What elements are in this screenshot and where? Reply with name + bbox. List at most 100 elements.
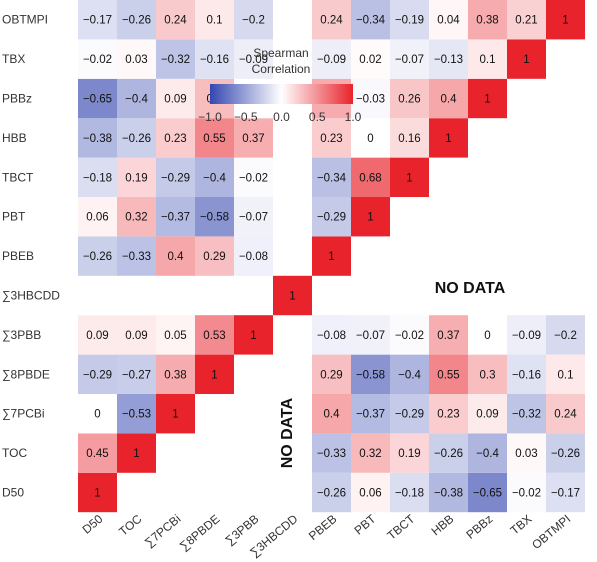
cell-value-label: −0.58 xyxy=(356,369,385,381)
cell-value-label: −0.29 xyxy=(161,172,190,184)
cell-value-label: −0.17 xyxy=(83,15,112,27)
cell-value-label: 0.23 xyxy=(164,133,186,145)
heatmap-cell xyxy=(156,197,195,237)
legend-tick-label: −1.0 xyxy=(198,110,222,124)
heatmap-cell xyxy=(351,433,390,473)
column-label: PBBz xyxy=(463,512,495,542)
cell-value-label: 1 xyxy=(328,251,334,263)
column-label: TOC xyxy=(116,512,144,539)
row-label: TBX xyxy=(2,52,25,66)
heatmap-cell xyxy=(351,78,390,119)
cell-value-label: 0.19 xyxy=(125,172,147,184)
cell-value-label: −0.53 xyxy=(122,409,151,421)
heatmap-cell xyxy=(390,118,429,158)
cell-value-label: 0.29 xyxy=(203,251,225,263)
heatmap-cell xyxy=(78,472,117,513)
cell-value-label: −0.27 xyxy=(122,369,151,381)
column-label: ∑8PBDE xyxy=(177,512,223,554)
heatmap-cell xyxy=(468,433,507,473)
heatmap-cell xyxy=(234,118,273,158)
heatmap-cell xyxy=(507,394,546,434)
cell-value-label: 0 xyxy=(94,409,100,421)
cell-value-label: 1 xyxy=(211,369,217,381)
heatmap-cell xyxy=(546,354,585,394)
cell-value-label: 0.06 xyxy=(359,488,381,500)
cell-value-label: 0.03 xyxy=(125,54,147,66)
heatmap-cell xyxy=(78,197,117,237)
cell-value-label: −0.33 xyxy=(317,448,346,460)
no-data-label-horizontal: NO DATA xyxy=(435,280,506,297)
cell-value-label: −0.26 xyxy=(122,133,151,145)
heatmap-cell xyxy=(390,78,429,119)
heatmap-cell xyxy=(195,157,234,197)
heatmap-cell xyxy=(507,354,546,394)
cell-value-label: 1 xyxy=(406,172,412,184)
heatmap-cell xyxy=(507,315,546,355)
cell-value-label: −0.17 xyxy=(551,488,580,500)
cell-value-label: −0.34 xyxy=(356,15,386,27)
row-label: OBTMPI xyxy=(2,13,48,27)
cell-value-label: 1 xyxy=(172,409,178,421)
cell-value-label: 1 xyxy=(367,212,373,224)
cell-value-label: −0.08 xyxy=(317,330,346,342)
heatmap-cell xyxy=(351,0,390,40)
heatmap-cell xyxy=(351,197,390,237)
row-label: ∑7PCBi xyxy=(2,407,45,421)
heatmap-cell xyxy=(117,118,156,158)
cell-value-label: 0.09 xyxy=(164,94,186,106)
cell-value-label: 0.09 xyxy=(86,330,108,342)
heatmap-cell xyxy=(351,118,390,158)
heatmap-cell xyxy=(351,315,390,355)
cell-value-label: −0.16 xyxy=(200,54,229,66)
cell-value-label: −0.65 xyxy=(83,94,112,106)
cell-value-label: −0.26 xyxy=(83,251,112,263)
heatmap-cell xyxy=(156,394,195,434)
cell-value-label: −0.02 xyxy=(512,488,541,500)
heatmap-cell xyxy=(312,0,351,40)
heatmap-cell xyxy=(312,354,351,394)
heatmap-cell xyxy=(234,315,273,355)
heatmap-cell xyxy=(156,118,195,158)
cell-value-label: 1 xyxy=(445,133,451,145)
heatmap-cell xyxy=(312,236,351,276)
column-label: D50 xyxy=(80,512,106,537)
cell-value-label: 0.68 xyxy=(359,172,381,184)
heatmap-cell xyxy=(156,78,195,119)
cell-value-label: −0.08 xyxy=(239,251,268,263)
heatmap-cell xyxy=(507,472,546,513)
heatmap-cell xyxy=(156,354,195,394)
heatmap-cell xyxy=(78,39,117,79)
heatmap-cell xyxy=(234,39,273,79)
heatmap-cell xyxy=(78,354,117,394)
cell-value-label: −0.32 xyxy=(161,54,190,66)
heatmap-cell xyxy=(390,157,429,197)
heatmap-cell xyxy=(312,118,351,158)
cell-value-label: −0.09 xyxy=(512,330,541,342)
heatmap-cell xyxy=(195,118,234,158)
cell-value-label: −0.26 xyxy=(551,448,580,460)
cell-value-label: −0.26 xyxy=(317,488,346,500)
cell-value-label: 0.38 xyxy=(476,15,498,27)
row-label: PBT xyxy=(2,210,26,224)
column-labels: D50 TOC∑7PCBi∑8PBDE ∑3PBB∑3HBCDD PBEB PBT TBC… xyxy=(80,511,574,559)
heatmap-cell xyxy=(468,472,507,513)
cell-value-label: −0.02 xyxy=(395,330,424,342)
heatmap-cell xyxy=(390,39,429,79)
heatmap-cell xyxy=(468,315,507,355)
cell-value-label: −0.29 xyxy=(83,369,112,381)
cell-value-label: 1 xyxy=(523,54,529,66)
cell-value-label: 0.1 xyxy=(558,369,574,381)
row-label: ∑3HBCDD xyxy=(2,289,60,303)
heatmap-cell xyxy=(546,394,585,434)
cell-value-label: −0.4 xyxy=(476,448,499,460)
heatmap-cell xyxy=(273,275,312,316)
heatmap-cells: 1 −0.26 0.06 −0.18 −0.38 −0.65 −0.02 −0.17 0.45 1… xyxy=(78,0,585,513)
cell-value-label: −0.26 xyxy=(434,448,463,460)
heatmap-cell xyxy=(78,118,117,158)
heatmap-cell xyxy=(117,236,156,276)
legend-colorbar xyxy=(210,84,353,104)
cell-value-label: 0.04 xyxy=(437,15,460,27)
row-label: HBB xyxy=(2,131,27,145)
heatmap-cell xyxy=(429,78,468,119)
